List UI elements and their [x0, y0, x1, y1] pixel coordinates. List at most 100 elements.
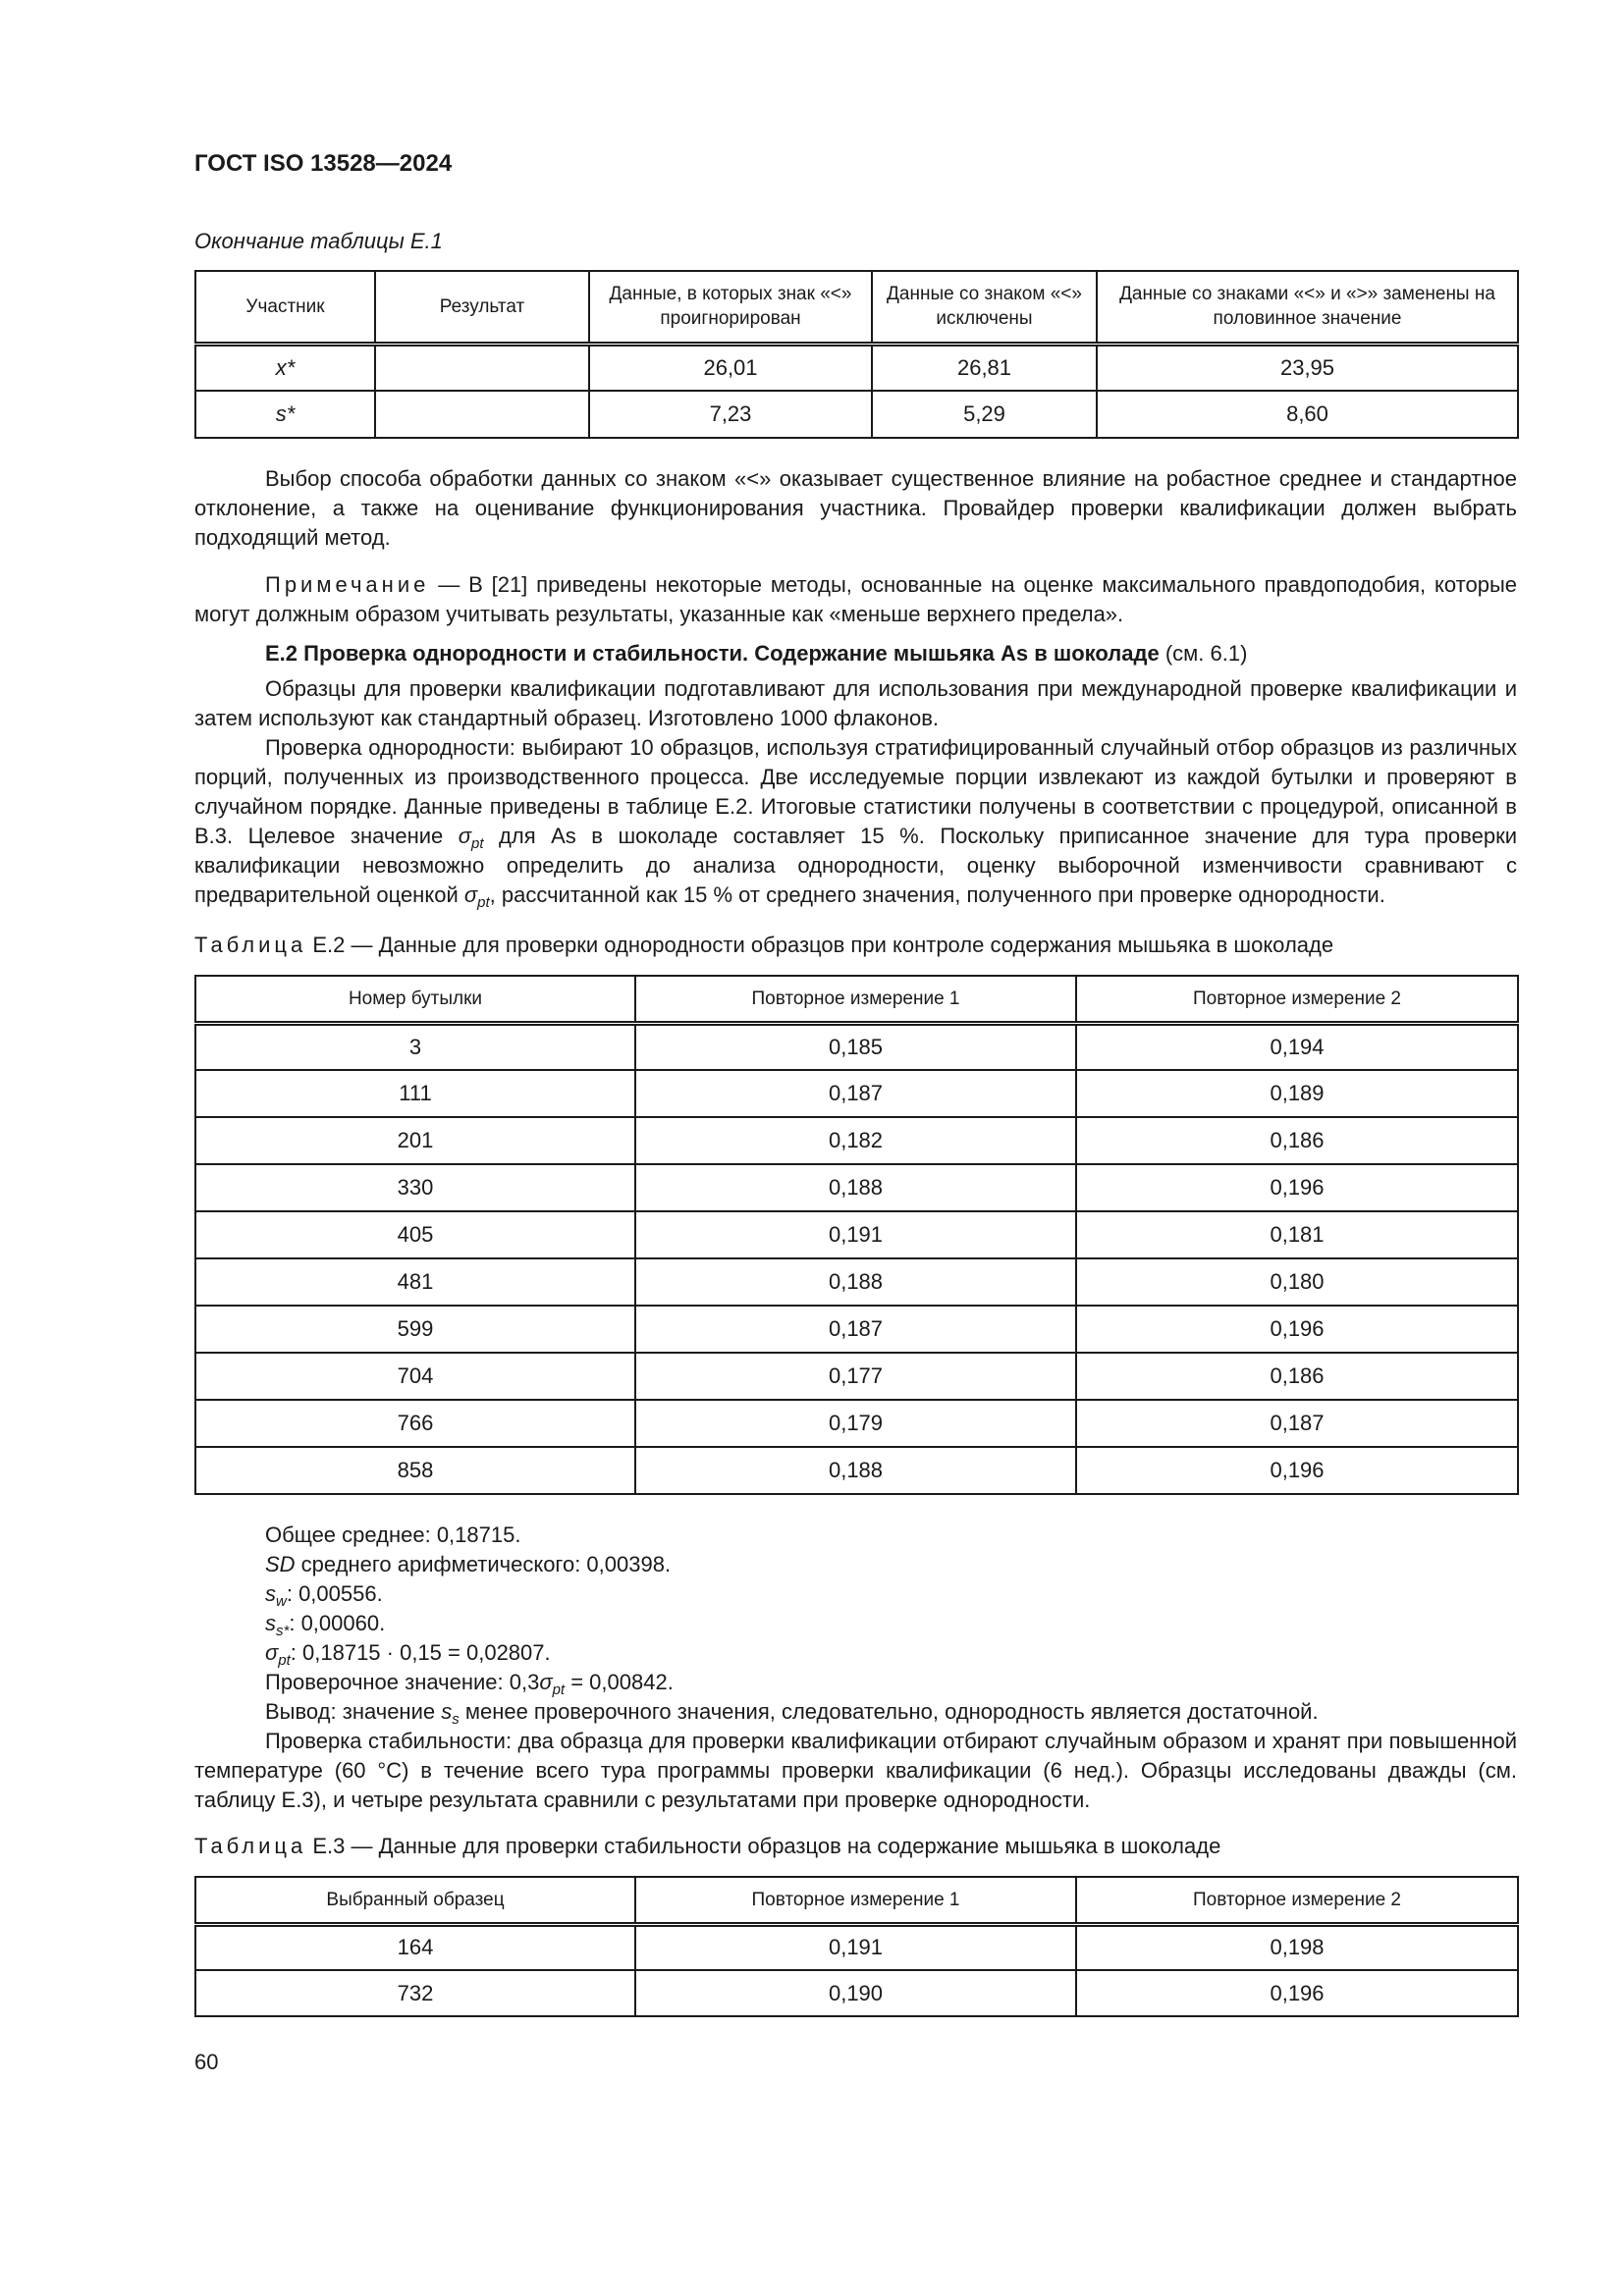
- table-cell: 0,179: [634, 1399, 1077, 1448]
- text: среднего арифметического: 0,00398.: [295, 1552, 672, 1576]
- text: Вывод: значение: [265, 1699, 442, 1724]
- text: Проверочное значение: 0,3: [265, 1670, 540, 1694]
- table-row: 858 0,188 0,196: [194, 1446, 1519, 1495]
- table-cell: 0,191: [634, 1210, 1077, 1259]
- paragraph: Проверка однородности: выбирают 10 образ…: [194, 733, 1517, 910]
- table-cell: 7,23: [588, 390, 873, 439]
- page-number: 60: [194, 2050, 219, 2074]
- table-cell: 0,190: [634, 1969, 1077, 2017]
- symbol: σ: [265, 1640, 279, 1665]
- symbol: σ: [539, 1670, 553, 1694]
- table-cell: 858: [194, 1446, 636, 1495]
- symbol: s: [265, 1581, 276, 1606]
- table-cell: 3: [194, 1022, 636, 1071]
- table-header-row: Выбранный образец Повторное измерение 1 …: [194, 1876, 1519, 1927]
- table-header-row: Номер бутылки Повторное измерение 1 Повт…: [194, 975, 1519, 1026]
- table-cell: 0,198: [1075, 1923, 1519, 1971]
- stat-ss: ss*: 0,00060.: [265, 1609, 1588, 1638]
- column-header: Повторное измерение 1: [634, 975, 1077, 1026]
- table-cell: 0,180: [1075, 1257, 1519, 1307]
- table-cell: 704: [194, 1352, 636, 1401]
- stat-sw: sw: 0,00556.: [265, 1579, 1588, 1609]
- table-cell: [374, 343, 590, 392]
- text: = 0,00842.: [565, 1670, 674, 1694]
- table-cell: 732: [194, 1969, 636, 2017]
- text: : 0,18715 · 0,15 = 0,02807.: [290, 1640, 551, 1665]
- subscript: s: [452, 1711, 460, 1728]
- table-cell: 0,186: [1075, 1352, 1519, 1401]
- text: для As в шоколаде составляет 15 %. Поско…: [194, 824, 1517, 907]
- table-cell: 8,60: [1096, 390, 1519, 439]
- paragraph: Образцы для проверки квалификации подгот…: [194, 676, 1517, 730]
- table-row: 405 0,191 0,181: [194, 1210, 1519, 1259]
- paragraph: Проверка стабильности: два образца для п…: [194, 1729, 1517, 1812]
- table-cell: 0,188: [634, 1446, 1077, 1495]
- column-header: Данные, в которых знак «<» проигнорирова…: [588, 270, 873, 347]
- table-cell: 0,177: [634, 1352, 1077, 1401]
- table-cell: 405: [194, 1210, 636, 1259]
- table-row: 330 0,188 0,196: [194, 1163, 1519, 1212]
- table-continuation-label: Окончание таблицы Е.1: [194, 229, 443, 253]
- table-row: 164 0,191 0,198: [194, 1923, 1519, 1971]
- page: ГОСТ ISO 13528—2024 Окончание таблицы Е.…: [194, 150, 1588, 2074]
- table-e3: Выбранный образец Повторное измерение 1 …: [194, 1876, 1519, 2017]
- table-cell: 330: [194, 1163, 636, 1212]
- table-cell: x*: [194, 343, 376, 392]
- table-cell: s*: [194, 390, 376, 439]
- table-cell: 0,196: [1075, 1163, 1519, 1212]
- table-row: 111 0,187 0,189: [194, 1069, 1519, 1118]
- table-cell: 0,187: [634, 1069, 1077, 1118]
- column-header: Данные со знаком «<» исключены: [871, 270, 1098, 347]
- table-header-row: Участник Результат Данные, в которых зна…: [194, 270, 1519, 347]
- sd-label: SD: [265, 1552, 296, 1576]
- paragraph: Выбор способа обработки данных со знаком…: [194, 466, 1517, 550]
- note-text: — В [21] приведены некоторые методы, осн…: [194, 572, 1517, 626]
- subscript: pt: [552, 1682, 566, 1698]
- text: , рассчитанной как 15 % от среднего знач…: [489, 882, 1385, 907]
- table-cell: 201: [194, 1116, 636, 1165]
- table-cell: 164: [194, 1923, 636, 1971]
- column-header: Номер бутылки: [194, 975, 636, 1026]
- text: Проверка однородности: выбирают 10 образ…: [194, 735, 1517, 848]
- table-row: 732 0,190 0,196: [194, 1969, 1519, 2017]
- note-label: Примечание: [265, 572, 430, 597]
- table-cell: 0,185: [634, 1022, 1077, 1071]
- table-cell: 0,187: [634, 1305, 1077, 1354]
- symbol: s: [265, 1611, 276, 1635]
- table-cell: 0,194: [1075, 1022, 1519, 1071]
- table-cell: 111: [194, 1069, 636, 1118]
- caption-label: Таблица: [194, 1834, 307, 1858]
- stat-sigma: σpt: 0,18715 · 0,15 = 0,02807.: [265, 1638, 1588, 1668]
- column-header: Повторное измерение 2: [1075, 1876, 1519, 1927]
- stat-conclusion: Вывод: значение ss менее проверочного зн…: [265, 1697, 1588, 1727]
- table-caption: Таблица Е.3 — Данные для проверки стабил…: [194, 1833, 1517, 1860]
- table-cell: 0,187: [1075, 1399, 1519, 1448]
- statistics: Общее среднее: 0,18715. SD среднего ариф…: [194, 1521, 1588, 1727]
- symbol: σ: [463, 882, 478, 907]
- table-row: 481 0,188 0,180: [194, 1257, 1519, 1307]
- table-cell: 0,182: [634, 1116, 1077, 1165]
- stat-sd: SD среднего арифметического: 0,00398.: [265, 1550, 1588, 1579]
- subscript: w: [276, 1593, 287, 1610]
- table-caption: Таблица Е.2 — Данные для проверки одноро…: [194, 932, 1517, 959]
- column-header: Результат: [374, 270, 590, 347]
- column-header: Участник: [194, 270, 376, 347]
- symbol: σ: [458, 824, 472, 848]
- table-row: 3 0,185 0,194: [194, 1022, 1519, 1071]
- table-cell: 481: [194, 1257, 636, 1307]
- table-cell: 5,29: [871, 390, 1098, 439]
- caption-label: Таблица: [194, 933, 307, 957]
- column-header: Выбранный образец: [194, 1876, 636, 1927]
- symbol: s: [441, 1699, 453, 1724]
- table-cell: 26,81: [871, 343, 1098, 392]
- table-cell: 0,196: [1075, 1969, 1519, 2017]
- column-header: Данные со знаками «<» и «>» заменены на …: [1096, 270, 1519, 347]
- table-row: x* 26,01 26,81 23,95: [194, 343, 1519, 392]
- table-cell: 0,181: [1075, 1210, 1519, 1259]
- text: : 0,00556.: [286, 1581, 383, 1606]
- table-row: 599 0,187 0,196: [194, 1305, 1519, 1354]
- table-row: 201 0,182 0,186: [194, 1116, 1519, 1165]
- subscript: s*: [276, 1623, 290, 1639]
- text: : 0,00060.: [289, 1611, 386, 1635]
- subscript: pt: [477, 894, 490, 911]
